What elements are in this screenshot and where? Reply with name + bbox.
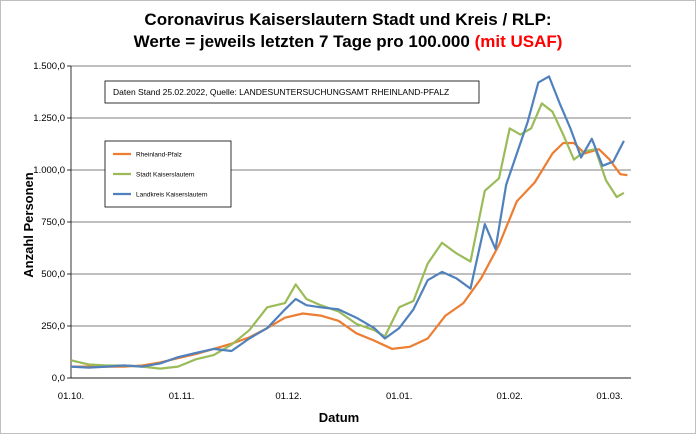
data-source-note-text: Daten Stand 25.02.2022, Quelle: LANDESUN… — [113, 87, 449, 97]
chart-title-line2-red: (mit USAF) — [475, 32, 563, 51]
y-tick-label: 0,0 — [52, 373, 65, 384]
y-tick-labels: 0,0 250,0 500,0 750,0 1.000,0 1.250,0 1.500,0 — [33, 61, 65, 384]
y-tick-label: 500,0 — [41, 269, 65, 280]
x-tick-label: 01.10. — [58, 391, 84, 402]
legend: Rheinland-Pfalz Stadt Kaiserslautern Landk… — [104, 140, 232, 208]
y-axis-title: Anzahl Personen — [21, 172, 36, 278]
x-tick-label: 01.03. — [596, 391, 622, 402]
y-tick-label: 250,0 — [41, 321, 65, 332]
legend-label: Stadt Kaiserslautern — [136, 172, 195, 179]
data-source-note: Daten Stand 25.02.2022, Quelle: LANDESUN… — [104, 80, 480, 104]
y-tick-label: 1.500,0 — [33, 61, 65, 72]
x-tick-labels: 01.10. 01.11. 01.12. 01.01. 01.02. 01.03. — [58, 391, 623, 402]
axes — [70, 66, 631, 379]
gridlines — [67, 65, 631, 379]
chart-title-line2-black: Werte = jeweils letzten 7 Tage pro 100.0… — [134, 32, 475, 51]
x-tick-label: 01.01. — [386, 391, 412, 402]
series-lines — [70, 75, 628, 370]
y-tick-label: 750,0 — [41, 217, 65, 228]
x-tick-label: 01.11. — [169, 391, 195, 402]
series-line-2 — [70, 75, 625, 369]
x-axis-title: Datum — [319, 410, 359, 425]
y-tick-label: 1.000,0 — [33, 165, 65, 176]
chart-title-line1: Coronavirus Kaiserslautern Stadt und Kre… — [144, 10, 551, 29]
chart-title-line2: Werte = jeweils letzten 7 Tage pro 100.0… — [134, 32, 563, 51]
x-tick-label: 01.02. — [497, 391, 523, 402]
legend-label: Landkreis Kaiserslautern — [136, 192, 208, 199]
series-line-1 — [70, 102, 625, 370]
x-tick-label: 01.12. — [275, 391, 301, 402]
legend-label: Rheinland-Pfalz — [136, 152, 182, 159]
y-tick-label: 1.250,0 — [33, 113, 65, 124]
